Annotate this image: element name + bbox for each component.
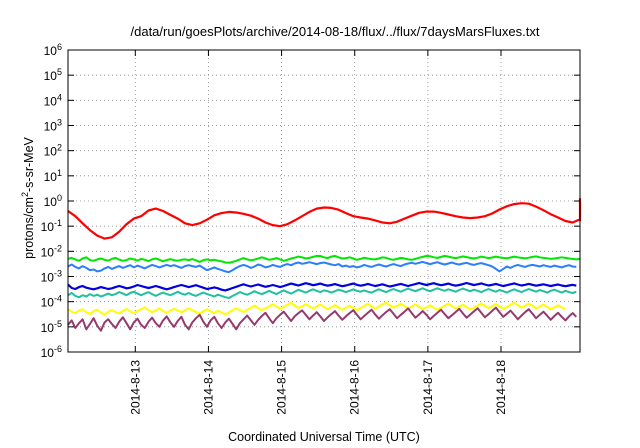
y-tick-label: 103	[44, 118, 62, 134]
series-line-2	[67, 254, 581, 264]
y-tick-label: 10-3	[41, 269, 62, 285]
x-tick-label: 2014-8-18	[494, 360, 508, 415]
series-line-5	[67, 287, 577, 299]
y-tick-labels: 10-6 10-5 10-4 10-3 10-2 10-1 100 101 102 103 104 1…	[41, 42, 62, 360]
y-tick-label: 101	[44, 168, 62, 184]
series-line-7	[67, 306, 578, 332]
x-tick-label: 2014-8-15	[275, 360, 289, 415]
x-tick-label: 2014-8-14	[201, 360, 215, 415]
y-tick-label: 10-1	[41, 218, 62, 234]
data-series	[67, 197, 582, 332]
series-line-1	[67, 197, 582, 240]
y-tick-label: 100	[44, 193, 62, 209]
x-axis-label: Coordinated Universal Time (UTC)	[228, 430, 420, 444]
x-tick-label: 2014-8-16	[348, 360, 362, 415]
y-tick-label: 10-6	[41, 344, 62, 360]
y-tick-label: 105	[44, 67, 62, 83]
series-line-4	[67, 281, 577, 292]
x-tick-label: 2014-8-17	[421, 360, 435, 415]
y-tick-label: 10-2	[41, 243, 62, 259]
chart-title: /data/run/goesPlots/archive/2014-08-18/f…	[131, 24, 540, 39]
y-tick-label: 10-5	[41, 319, 62, 335]
y-tick-label: 104	[44, 92, 62, 108]
series-line-3	[67, 260, 577, 274]
y-tick-label: 10-4	[41, 294, 62, 310]
axis-ticks	[68, 49, 580, 353]
grid-lines	[68, 50, 580, 352]
y-axis-label: protons/cm2-s-sr-MeV	[20, 136, 36, 258]
y-tick-label: 102	[44, 143, 62, 159]
x-tick-label: 2014-8-13	[128, 360, 142, 415]
y-tick-label: 106	[44, 42, 62, 58]
series-line-6	[67, 301, 566, 316]
x-tick-labels: 2014-8-13 2014-8-14 2014-8-15 2014-8-16 2014…	[128, 360, 508, 415]
